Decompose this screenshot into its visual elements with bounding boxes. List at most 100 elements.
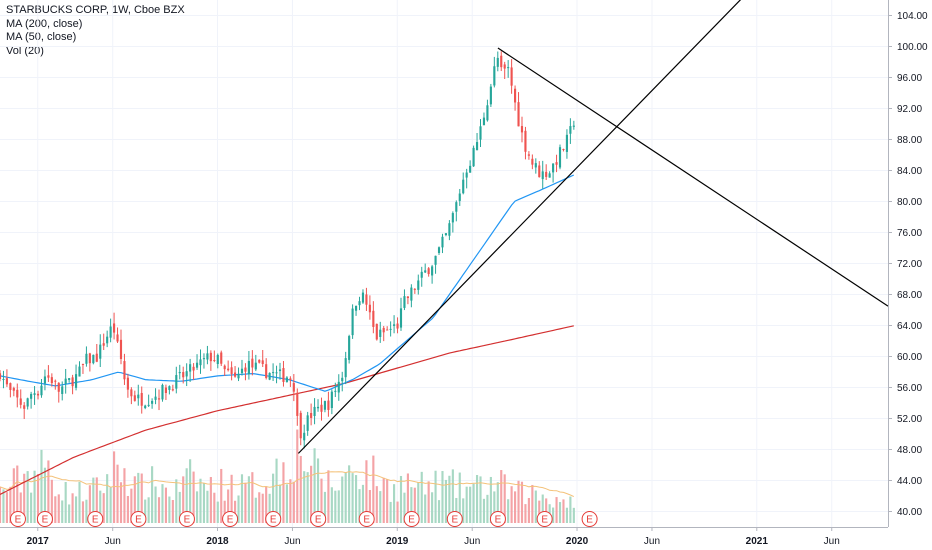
candle-body [209, 352, 212, 362]
trendline-1 [297, 0, 742, 454]
candle [375, 323, 378, 341]
volume-bar [240, 474, 244, 523]
candle [313, 398, 316, 425]
legend-title: STARBUCKS CORP, 1W, Cboe BZX [6, 4, 185, 16]
candle-body [50, 377, 53, 384]
candle [517, 92, 520, 127]
volume-bar [54, 496, 57, 523]
volume-bar [413, 487, 416, 523]
earnings-label: E [15, 515, 22, 526]
candle [164, 384, 168, 401]
candle [337, 374, 340, 401]
candle [74, 364, 78, 391]
candle-body [486, 105, 489, 121]
candle [144, 404, 147, 410]
candle-body [358, 301, 361, 306]
candle-body [434, 255, 437, 265]
candle-body [565, 134, 568, 152]
candle [503, 61, 506, 79]
price-tick-label: 60.00 [897, 352, 922, 363]
candle-body [223, 365, 226, 370]
volume-bar [451, 469, 454, 523]
volume-bar [109, 487, 112, 523]
candle-body [299, 412, 302, 439]
volume-bar [303, 471, 306, 523]
volume-bar [19, 492, 22, 523]
earnings-circle [9, 511, 26, 527]
volume-bar [403, 492, 406, 523]
candle [431, 264, 434, 284]
earnings-label: E [227, 515, 234, 526]
candle-body [361, 292, 365, 303]
candle-body [5, 378, 8, 385]
volume-bar [431, 492, 434, 523]
candle-body [375, 323, 378, 340]
candle [417, 274, 420, 295]
volume-bar [489, 476, 492, 523]
candle [282, 361, 285, 387]
volume-bar [171, 499, 174, 523]
candle [292, 374, 295, 402]
candle-body [538, 165, 541, 178]
candle [185, 363, 188, 387]
time-tick-label: 2017 [27, 536, 50, 547]
candle [569, 118, 572, 144]
volume-bar [316, 458, 320, 523]
volume-bar [178, 491, 181, 523]
volume-bar [555, 497, 558, 523]
volume-bar [334, 490, 337, 523]
candle [531, 154, 534, 170]
candle [261, 349, 264, 368]
candle-body [354, 305, 358, 311]
candle-body [192, 366, 195, 371]
candle-body [220, 352, 223, 364]
volume-bar [0, 486, 2, 523]
candle-body [113, 323, 116, 333]
volume-bar [220, 468, 223, 523]
volume-bar [33, 470, 36, 523]
volume-bar [92, 477, 95, 523]
time-tick-label: Jun [464, 536, 480, 547]
volume-bar [168, 496, 171, 523]
candle-body [507, 67, 510, 69]
candle-body [310, 412, 313, 418]
time-tick-label: 2020 [566, 536, 589, 547]
candle-body [493, 66, 496, 86]
legend-ma50: MA (50, close) [6, 31, 77, 43]
volume-bar [358, 489, 361, 523]
volume-bar [119, 482, 123, 523]
candle [78, 361, 81, 377]
candle [541, 160, 544, 189]
candle [327, 391, 330, 417]
candle-body [171, 389, 174, 391]
candle-body [527, 154, 530, 156]
candle-body [106, 336, 109, 344]
candle-body [275, 372, 278, 374]
candle-body [386, 329, 389, 331]
volume-bar [393, 484, 396, 523]
candle [206, 345, 209, 365]
earnings-marker: E [36, 511, 53, 527]
volume-bar [323, 491, 327, 523]
candle [572, 120, 575, 130]
time-tick-label: Jun [284, 536, 300, 547]
candle [227, 360, 230, 372]
volume-bar [389, 501, 392, 523]
candle-body [489, 86, 492, 105]
volume-bar [306, 472, 309, 523]
volume-bar [147, 497, 150, 523]
earnings-label: E [586, 515, 593, 526]
volume-bar [137, 472, 140, 523]
earnings-label: E [92, 515, 99, 526]
volume-bar [420, 471, 423, 523]
candle-body [54, 380, 57, 382]
candle-body [410, 287, 413, 301]
candle-body [233, 372, 237, 377]
candle-body [396, 323, 399, 329]
candle-body [472, 147, 475, 167]
candle-body [406, 296, 409, 299]
candle [251, 350, 254, 376]
candle [562, 148, 565, 152]
volume-bar [88, 485, 91, 523]
